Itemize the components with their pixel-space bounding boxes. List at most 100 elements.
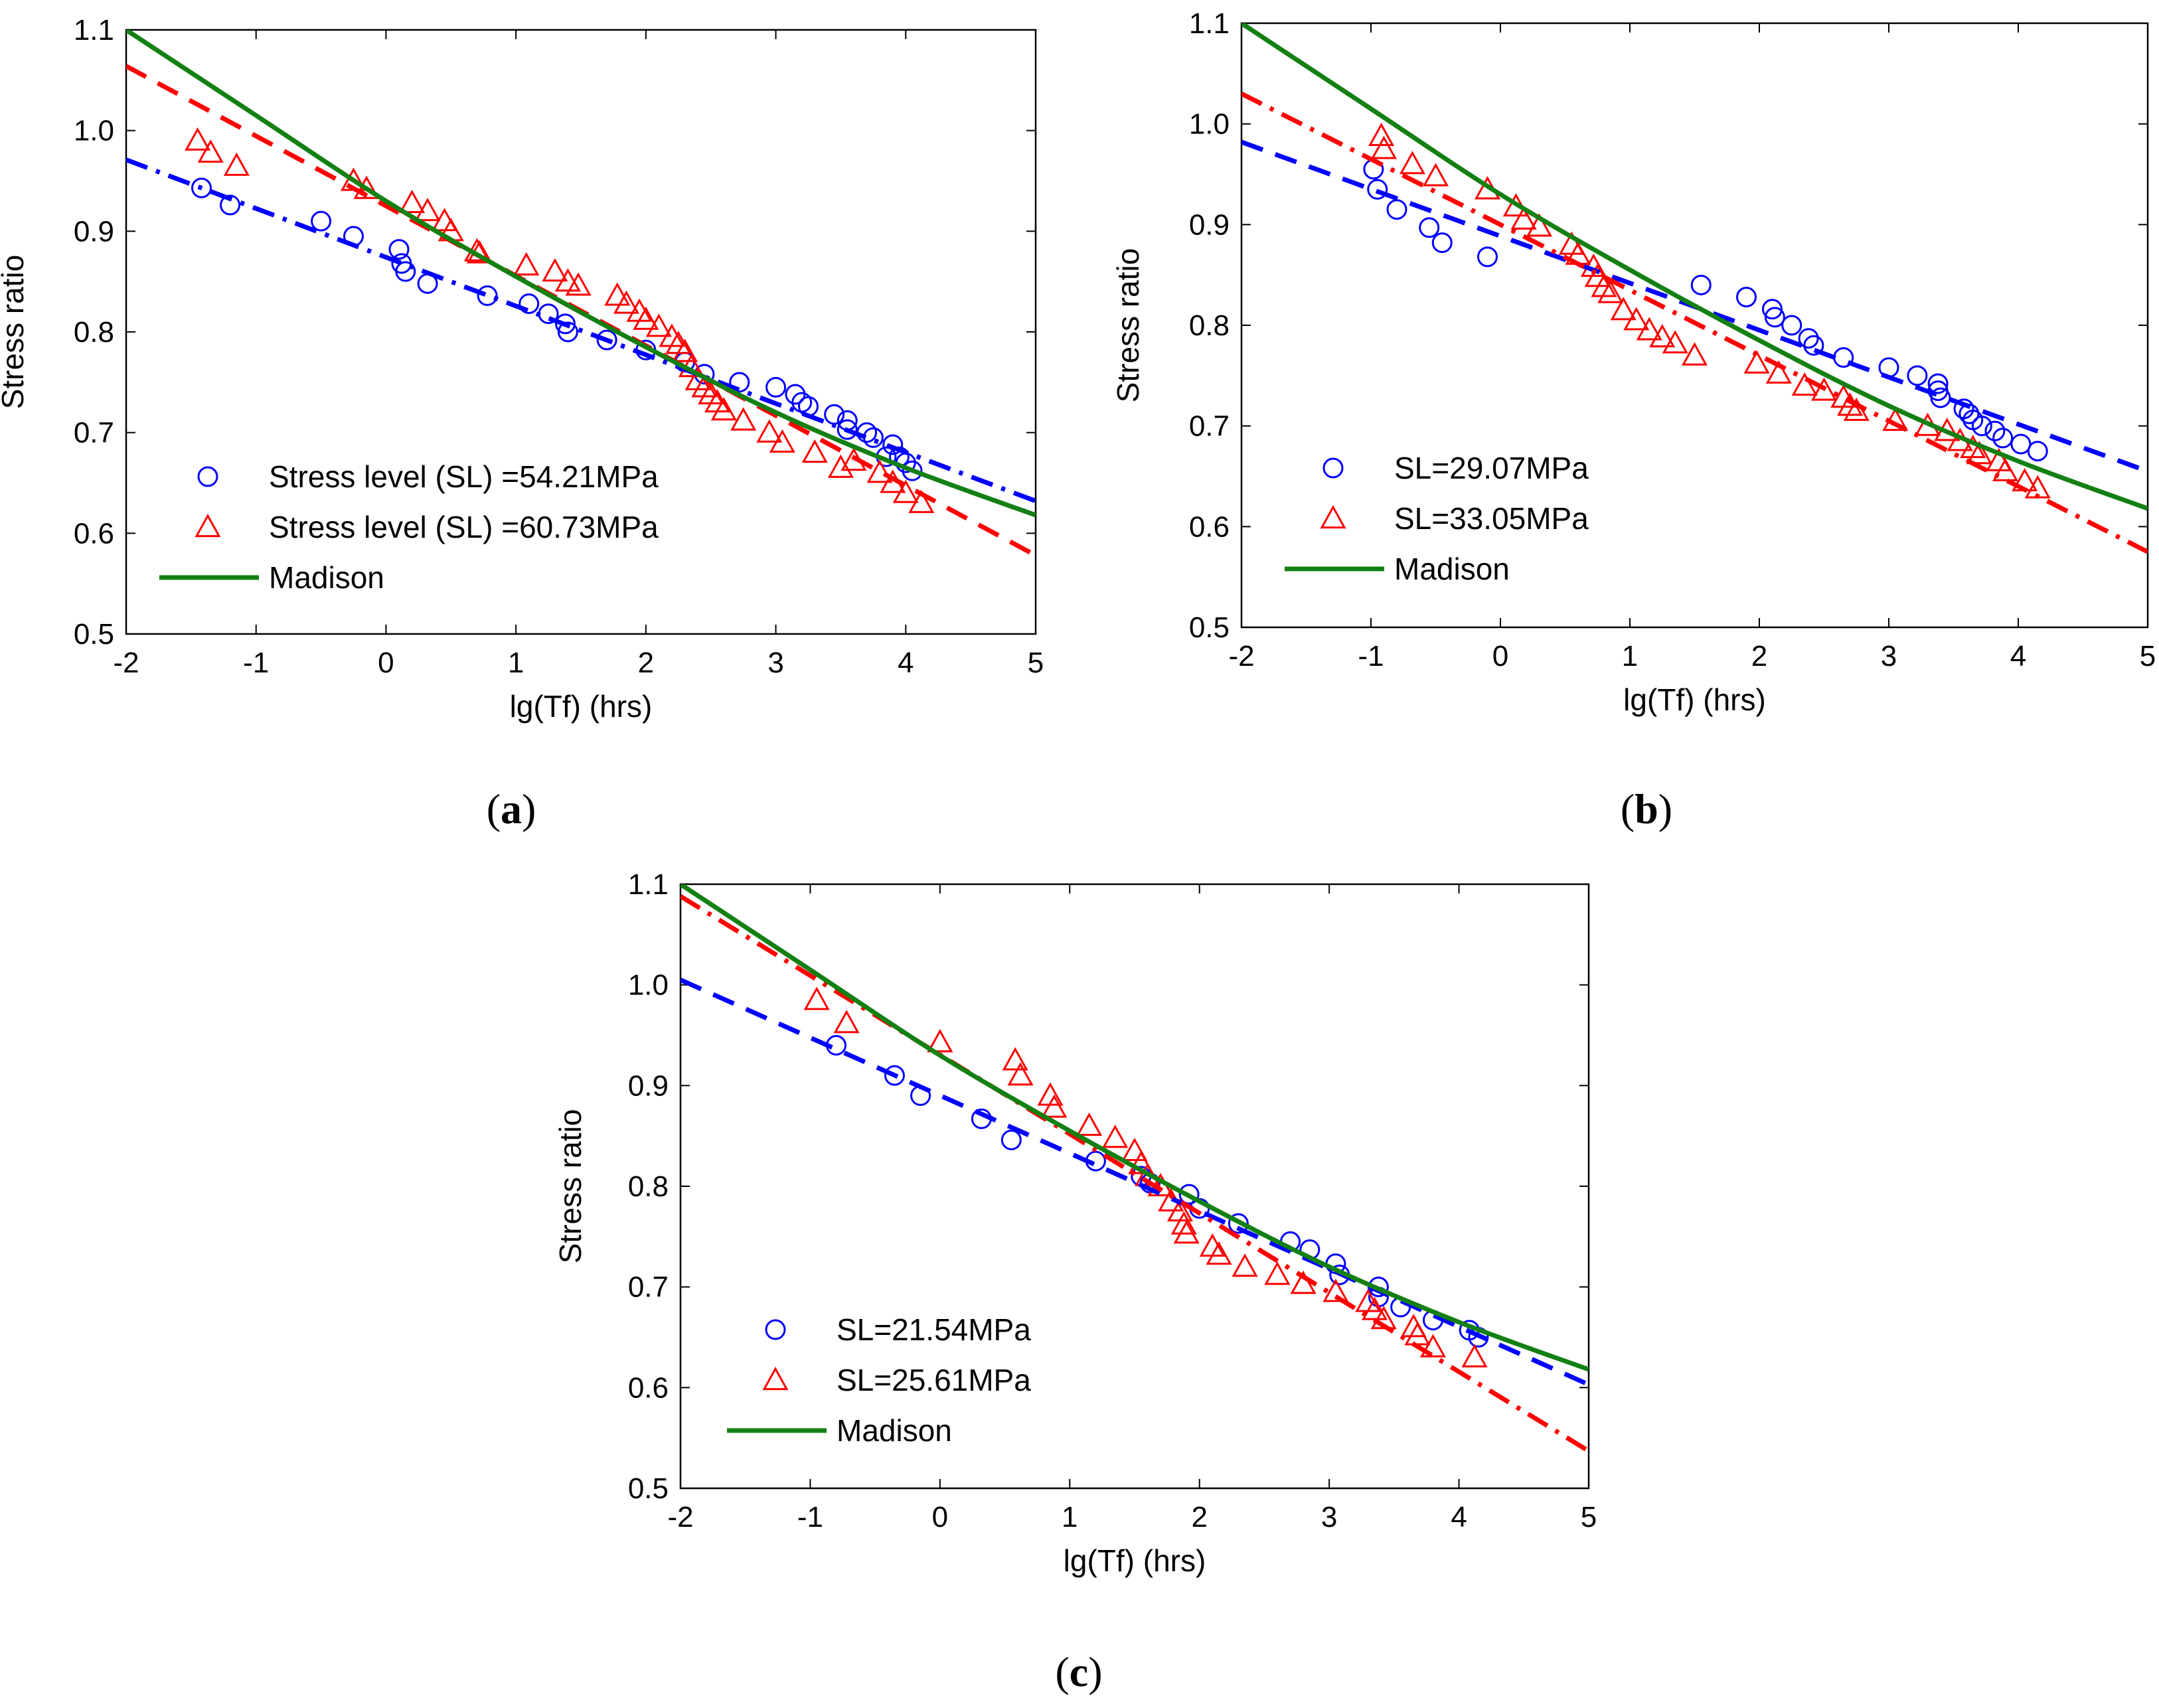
legend-label: Madison [269,560,384,595]
y-tick-label: 0.9 [1189,208,1230,241]
data-point-circle [882,434,904,455]
data-point-triangle [1636,317,1662,341]
data-point-circle [388,239,410,260]
x-tick-label: 2 [638,647,654,679]
data-point-triangle [1404,1322,1431,1346]
data-point-triangle [1743,350,1770,374]
x-axis-label: lg(Tf) (hrs) [1064,1543,1206,1578]
x-tick-label: 2 [1751,640,1767,672]
data-point-triangle [1170,1211,1197,1235]
data-point-triangle [1102,1125,1129,1148]
panel-c: -2 -1 0 1 2 3 4 5 0.5 0.6 0.7 0.8 0.9 1.0 1.1 lg(Tf) (h… [553,868,1597,1578]
legend-label: SL=21.54MPa [837,1312,1031,1347]
data-point-circle [1984,420,2006,441]
data-point-triangle [833,1010,860,1034]
data-point-triangle [1264,1261,1291,1285]
y-tick-label: 0.7 [628,1271,669,1304]
caption-a: (a) [487,785,536,832]
data-point-circle [1736,287,1757,308]
data-point-triangle [1649,324,1676,348]
legend-marker-triangle [195,513,221,538]
data-point-triangle [1007,1062,1034,1086]
caption-c: (c) [1055,1648,1102,1695]
data-point-triangle [1206,1241,1232,1265]
y-tick-label: 0.8 [1189,309,1230,342]
y-tick-label: 0.5 [1189,611,1230,644]
data-point-circle [477,285,498,306]
x-tick-label: 5 [1581,1501,1597,1533]
fit-line [1241,92,2148,554]
legend-marker-circle [1322,457,1344,479]
data-point-circle [1803,335,1824,356]
data-point-triangle [908,489,935,513]
plot-area [126,30,1036,558]
data-point-circle [1992,427,2014,449]
x-tick-label: -2 [667,1501,693,1533]
legend-marker-triangle [762,1366,789,1391]
y-tick-label: 0.5 [74,618,114,651]
data-point-triangle [1791,372,1818,396]
x-tick-label: 4 [898,647,914,679]
data-point-circle [856,422,878,443]
data-point-triangle [710,397,737,421]
data-point-triangle [223,152,250,176]
legend-marker-circle [765,1319,786,1340]
y-tick-label: 0.6 [628,1371,669,1404]
data-point-triangle [927,1029,953,1053]
plot-area [1241,23,2148,554]
data-point-circle [837,419,858,440]
data-point-triangle [1623,307,1650,331]
data-point-circle [1781,315,1802,336]
data-point-circle [395,261,416,282]
legend-label: SL=25.61MPa [837,1363,1031,1397]
x-tick-label: 4 [2010,640,2026,672]
y-tick-label: 1.0 [628,969,669,1002]
data-point-circle [765,376,787,398]
y-axis-label: Stress ratio [553,1109,588,1264]
x-tick-label: 4 [1451,1501,1467,1533]
legend-label: Madison [1394,552,1510,586]
plot-area [680,884,1589,1453]
data-point-triangle [1370,135,1398,159]
x-tick-label: 0 [1492,640,1508,672]
data-point-triangle [769,429,795,453]
data-point-circle [1971,416,1992,437]
data-point-circle [902,460,923,481]
data-point-triangle [827,454,854,478]
madison-curve [680,884,1589,1372]
data-point-triangle [756,419,783,443]
data-point-triangle [1610,297,1637,321]
data-point-triangle [1128,1150,1155,1174]
data-point-triangle [892,479,919,503]
x-tick-label: -1 [243,647,269,679]
data-point-triangle [613,290,640,314]
data-point-triangle [1591,273,1617,297]
x-tick-label: 5 [2140,640,2156,672]
data-point-triangle [565,272,592,296]
data-point-circle [191,177,212,198]
y-tick-label: 0.5 [628,1472,669,1505]
data-point-circle [1907,365,1928,386]
data-point-circle [1764,307,1785,328]
data-point-circle [2010,433,2032,455]
data-point-triangle [645,313,672,337]
data-point-triangle [399,189,426,213]
caption-b: (b) [1621,785,1672,832]
x-axis-label: lg(Tf) (hrs) [510,689,653,724]
y-tick-label: 1.0 [1189,108,1230,141]
x-axis-label: lg(Tf) (hrs) [1623,682,1766,717]
data-point-circle [884,1065,905,1086]
x-tick-label: 3 [1321,1501,1337,1533]
data-point-circle [2027,441,2048,462]
x-tick-label: 0 [378,647,394,679]
data-point-circle [1762,299,1783,320]
y-tick-label: 1.1 [1189,7,1230,40]
data-point-circle [791,392,813,413]
y-tick-label: 1.0 [74,115,114,147]
data-point-triangle [604,282,631,306]
data-point-triangle [1173,1220,1200,1244]
data-point-triangle [1681,342,1708,366]
fit-line [680,894,1589,1453]
data-point-triangle [1461,1344,1488,1367]
